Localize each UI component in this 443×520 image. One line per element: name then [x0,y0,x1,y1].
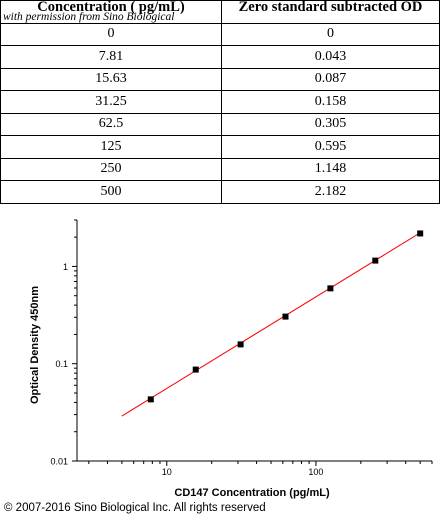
data-point [282,313,289,320]
cell-concentration: 250 [0,157,222,181]
chart-axes: 0.01 0.1 1 10 100 [50,219,433,477]
y-tick-label: 0.1 [55,359,68,369]
cell-od: 0.043 [221,45,440,69]
data-point [417,230,424,237]
table-row: 125 0.595 [0,135,440,159]
y-axis-label: Optical Density 450nm [29,286,41,404]
cell-od: 0.158 [221,90,440,114]
header-od: Zero standard subtracted OD [221,0,440,24]
table-row: 31.25 0.158 [0,90,440,114]
x-axis-label: CD147 Concentration (pg/mL) [174,487,330,499]
standard-table: Concentration ( pg/mL) with permission f… [0,0,440,204]
table-row: 500 2.182 [0,180,440,204]
cell-od: 0.087 [221,67,440,91]
header-concentration: Concentration ( pg/mL) with permission f… [0,0,222,24]
copyright-notice: © 2007-2016 Sino Biological Inc. All rig… [4,502,266,514]
data-point [192,366,199,373]
watermark-text: with permission from Sino Biological [3,11,175,23]
cell-concentration: 15.63 [0,67,222,91]
data-point [237,341,244,348]
data-points [147,230,424,403]
cell-concentration: 62.5 [0,112,222,136]
table-row: 250 1.148 [0,157,440,181]
y-tick-label: 1 [63,262,68,272]
table-header-row: Concentration ( pg/mL) with permission f… [0,0,440,24]
table-row: 7.81 0.043 [0,45,440,69]
header-od-label: Zero standard subtracted OD [238,0,423,16]
cell-concentration: 500 [0,180,222,204]
cell-od: 0 [221,22,440,46]
standard-curve-chart: 0.01 0.1 1 10 100 CD147 Concentration (pg/mL… [29,219,433,499]
data-point [372,257,379,264]
x-tick-label: 10 [162,467,172,477]
y-tick-label: 0.01 [50,457,68,467]
data-point [327,285,334,292]
cell-concentration: 0 [0,22,222,46]
cell-concentration: 7.81 [0,45,222,69]
cell-concentration: 31.25 [0,90,222,114]
cell-od: 2.182 [221,180,440,204]
table-row: 62.5 0.305 [0,112,440,136]
cell-od: 1.148 [221,157,440,181]
cell-od: 0.305 [221,112,440,136]
table-row: 15.63 0.087 [0,67,440,91]
header-concentration-label: Concentration ( pg/mL) [37,0,185,16]
cell-concentration: 125 [0,135,222,159]
data-point [147,396,154,403]
cell-od: 0.595 [221,135,440,159]
x-tick-label: 100 [308,467,323,477]
chart-labels: CD147 Concentration (pg/mL) Optical Dens… [29,286,330,499]
